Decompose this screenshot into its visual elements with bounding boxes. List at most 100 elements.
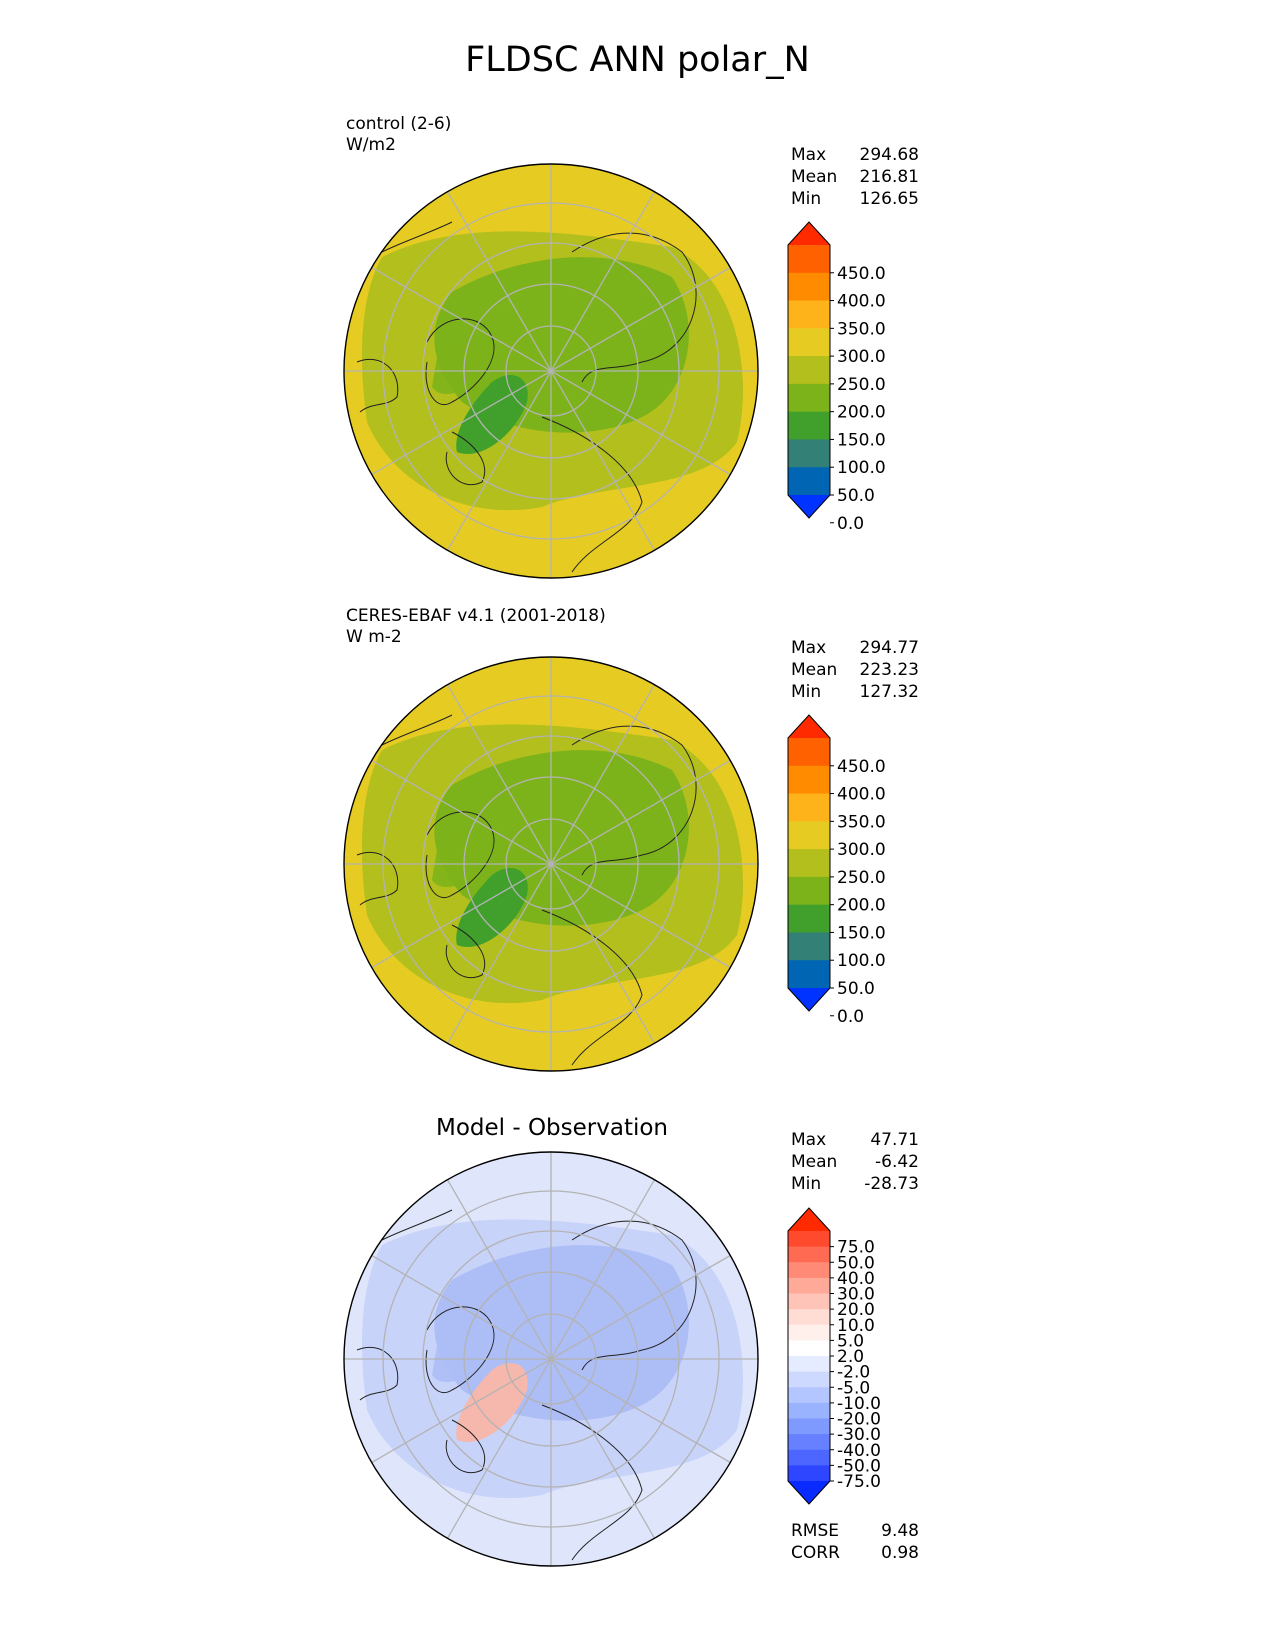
map-boundary <box>343 1151 759 1567</box>
panel-reference-case: CERES-EBAF v4.1 (2001-2018) <box>346 606 606 626</box>
colorbar-segment <box>788 1356 830 1373</box>
colorbar-segment <box>788 1465 830 1482</box>
meridian-line <box>371 266 731 476</box>
coastline <box>425 318 495 405</box>
colorbar-tick-label: 50.0 <box>837 486 875 506</box>
colorbar-segment <box>788 1309 830 1326</box>
coastline <box>541 909 643 1066</box>
panel-difference-title: Model - Observation <box>435 1115 669 1141</box>
colorbar-segment <box>788 1402 830 1419</box>
panel-reference-polar-map <box>343 656 759 1072</box>
colorbar-segment <box>788 821 830 850</box>
stat-label: Mean <box>791 1152 838 1172</box>
colorbar-tick-label: 100.0 <box>837 951 886 971</box>
colorbar-segment <box>788 1262 830 1279</box>
panel-test-colorbar: 450.0 400.0 350.0 300.0 250.0 200.0 150.0 100.0… <box>787 221 886 534</box>
stat-label: Max <box>791 145 827 165</box>
colorbar-segment <box>788 245 830 274</box>
colorbar-segment <box>788 1434 830 1451</box>
coastline <box>571 725 697 876</box>
coastline <box>445 924 486 979</box>
colorbar-tick-label: 300.0 <box>837 347 886 367</box>
colorbar-tick-label: 75.0 <box>837 1238 875 1258</box>
colorbar-segment <box>788 1418 830 1435</box>
colorbar-extend-min <box>788 1481 830 1504</box>
coastline <box>571 1220 697 1371</box>
colorbar-tick-label: 150.0 <box>837 923 886 943</box>
stat-value: 9.48 <box>881 1521 919 1541</box>
colorbar-segment <box>788 1324 830 1341</box>
stat-label: Min <box>791 189 822 209</box>
colorbar-segment <box>788 1387 830 1404</box>
colorbar-segment <box>788 272 830 302</box>
panel-difference-colorbar: 75.050.040.030.020.010.05.02.0-2.0-5.0-1… <box>787 1207 881 1505</box>
colorbar-segment <box>788 932 830 961</box>
panel-reference-colorbar: 450.0 400.0 350.0 300.0 250.0 200.0 150.0 100.0… <box>787 714 886 1027</box>
panel-difference-footer-stats: RMSE 9.48 CORR 0.98 <box>791 1520 919 1564</box>
field-region <box>432 1328 482 1383</box>
colorbar-tick-label: -2.0 <box>837 1363 870 1383</box>
meridian-line <box>371 1254 731 1464</box>
colorbar-segment <box>788 793 830 822</box>
colorbar-segment <box>788 1246 830 1263</box>
colorbar-tick-label: 250.0 <box>837 375 886 395</box>
colorbar-tick-label: -75.0 <box>837 1472 881 1492</box>
panel-reference-stats: Max 294.77 Mean 223.23 Min 127.32 <box>791 637 919 703</box>
stat-value: -28.73 <box>864 1174 919 1194</box>
stat-label: Min <box>791 682 822 702</box>
colorbar-tick-label: 150.0 <box>837 430 886 450</box>
colorbar-segment <box>788 1231 830 1248</box>
colorbar-segment <box>788 383 830 413</box>
colorbar-segment <box>788 439 830 468</box>
colorbar-segment <box>788 876 830 906</box>
colorbar-tick-label: 200.0 <box>837 896 886 916</box>
colorbar-extend-max <box>788 1208 830 1231</box>
panel-test-polar-map <box>343 163 759 579</box>
stat-label: Min <box>791 1174 822 1194</box>
stat-value: 223.23 <box>859 660 919 680</box>
stat-label: Max <box>791 1130 827 1150</box>
stat-label: CORR <box>791 1543 840 1563</box>
coastline <box>425 811 495 898</box>
stat-value: -6.42 <box>875 1152 919 1172</box>
coastline <box>356 1347 399 1401</box>
colorbar-tick-label: 0.0 <box>837 1007 864 1027</box>
coastline <box>571 232 697 383</box>
coastline <box>381 1209 453 1241</box>
stat-value: 127.32 <box>859 682 919 702</box>
colorbar-extend-min <box>788 988 830 1011</box>
coastline <box>381 714 453 746</box>
field-region <box>432 340 482 395</box>
colorbar-tick-label: 300.0 <box>837 840 886 860</box>
colorbar-tick-label: -50.0 <box>837 1456 881 1476</box>
colorbar-segment <box>788 411 830 440</box>
coastline <box>381 221 453 253</box>
colorbar-segment <box>788 738 830 767</box>
coastline <box>425 1306 495 1393</box>
map-field <box>344 164 758 578</box>
colorbar-segment <box>788 467 830 496</box>
colorbar-tick-label: 10.0 <box>837 1316 875 1336</box>
panel-test-label: control (2-6) W/m2 <box>346 114 451 156</box>
colorbar-segment <box>788 300 830 329</box>
colorbar-tick-label: -30.0 <box>837 1425 881 1445</box>
stat-value: 126.65 <box>859 189 919 209</box>
colorbar-tick-label: 30.0 <box>837 1285 875 1305</box>
colorbar-segment <box>788 1371 830 1388</box>
colorbar-tick-label: 2.0 <box>837 1347 864 1367</box>
colorbar-segment <box>788 849 830 878</box>
stat-value: 294.77 <box>859 638 919 658</box>
stat-value: 47.71 <box>870 1130 919 1150</box>
colorbar-tick-label: -40.0 <box>837 1441 881 1461</box>
colorbar-tick-label: 50.0 <box>837 1253 875 1273</box>
map-field <box>344 1152 758 1566</box>
colorbar-tick-label: -10.0 <box>837 1394 881 1414</box>
coastline <box>356 852 399 906</box>
coastline <box>445 431 486 486</box>
colorbar-tick-label: 0.0 <box>837 514 864 534</box>
colorbar-tick-label: 400.0 <box>837 785 886 805</box>
colorbar-tick-label: 400.0 <box>837 292 886 312</box>
panel-reference-units: W m-2 <box>346 627 402 647</box>
colorbar-tick-label: 250.0 <box>837 868 886 888</box>
map-boundary <box>343 656 759 1072</box>
